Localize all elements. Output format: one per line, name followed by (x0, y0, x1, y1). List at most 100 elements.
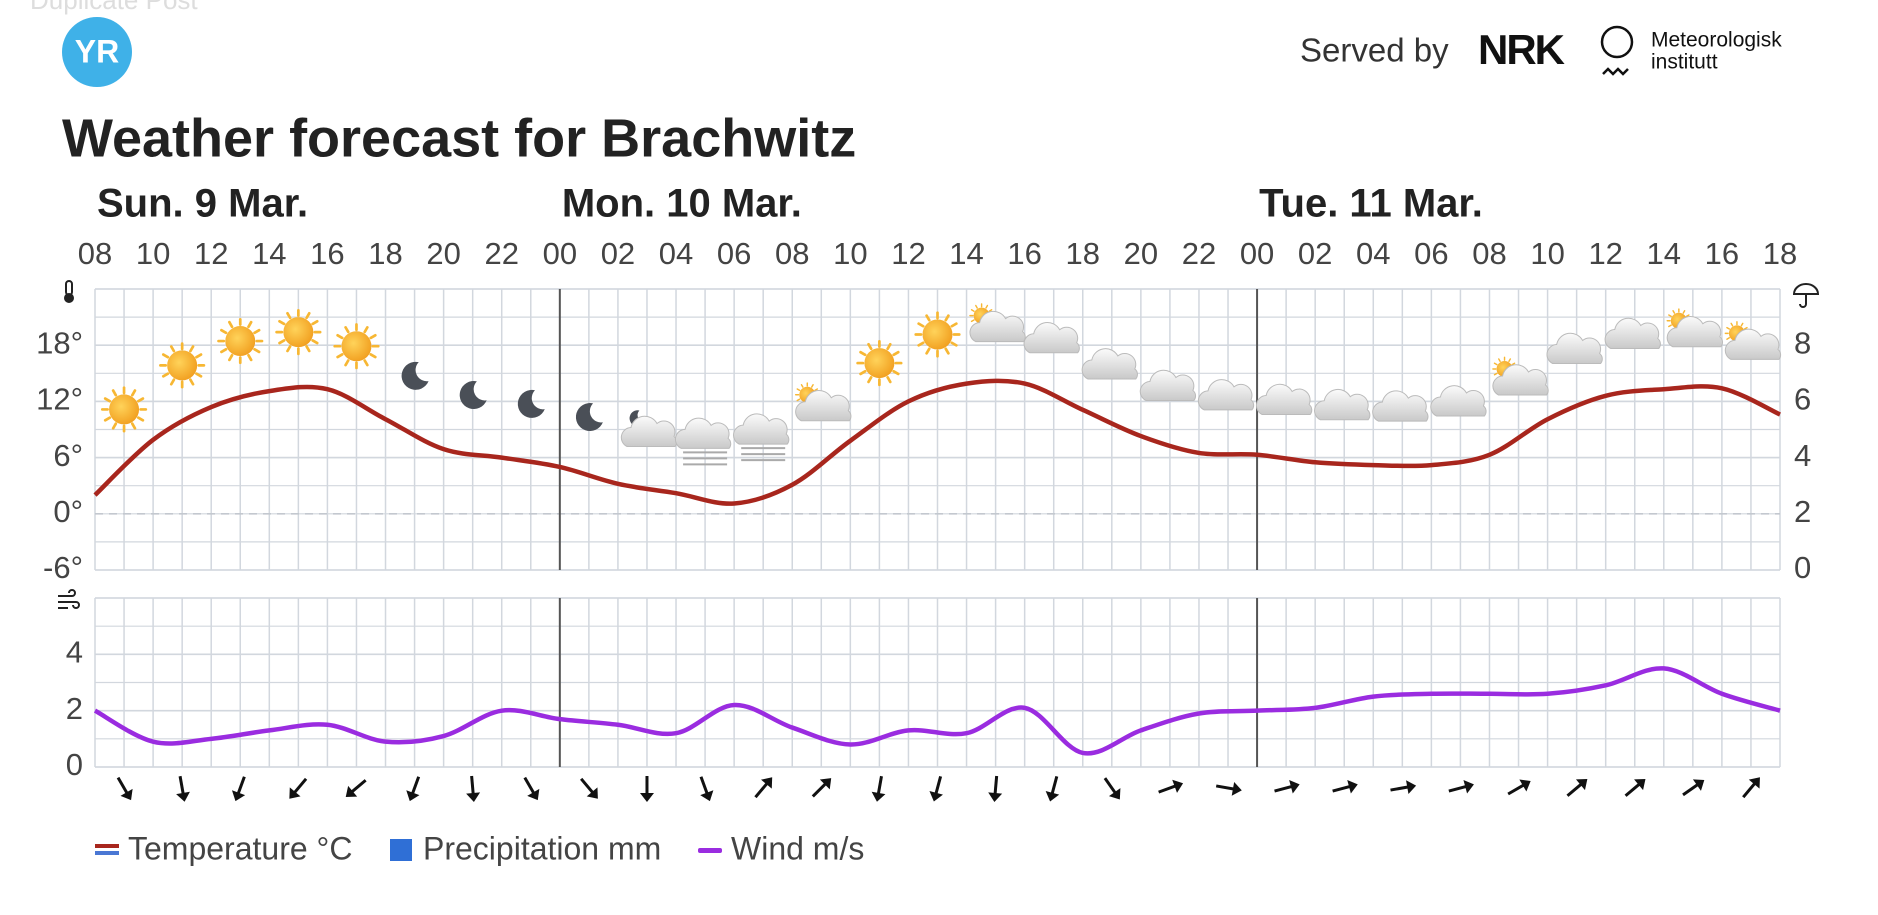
sun-ray (336, 333, 344, 340)
weather-symbol (1604, 317, 1661, 350)
day-label: Tue. 11 Mar. (1259, 182, 1483, 226)
weather-symbol (1430, 385, 1487, 417)
x-tick-label: 10 (136, 236, 170, 271)
y2-tick-label: 8 (1794, 325, 1811, 360)
legend-swatch (698, 848, 722, 853)
weather-symbol (1197, 379, 1255, 411)
arrow-head (988, 792, 1003, 802)
sun-ray (800, 383, 804, 388)
sun-ray (253, 328, 261, 335)
day-label: Mon. 10 Mar. (562, 182, 802, 226)
sun (283, 317, 314, 348)
x-tick-label: 08 (775, 236, 809, 271)
sun-ray (103, 416, 112, 422)
sun-ray (278, 319, 286, 326)
sun-ray (336, 353, 344, 359)
y2-tick-label: 2 (1794, 494, 1811, 529)
wind-arrow (1507, 779, 1531, 796)
arrow-head (871, 791, 886, 802)
arrow-head (1575, 779, 1588, 791)
cloud (1604, 317, 1661, 350)
arrow-head (1634, 779, 1646, 791)
sun-ray (985, 304, 989, 309)
wind-arrow (1742, 777, 1760, 799)
legend-swatch (95, 851, 119, 855)
clipped-text: Duplicate Post (30, 0, 198, 15)
sun-ray (1668, 324, 1672, 328)
sun-ray (1682, 309, 1686, 314)
wind-arrow (1448, 779, 1474, 794)
cloud (1666, 316, 1723, 348)
wind-arrow (639, 776, 654, 802)
sun-ray (988, 309, 993, 312)
umbrella-icon (1792, 283, 1820, 308)
cloud (1492, 364, 1549, 396)
x-tick-label: 20 (1124, 236, 1158, 271)
arrow-head (1406, 780, 1417, 795)
weather-symbol (100, 386, 148, 433)
sun-ray (305, 311, 311, 320)
sun-ray (169, 378, 176, 386)
arrow-head (289, 787, 301, 799)
cloud (733, 413, 790, 445)
sun-ray (1508, 358, 1512, 363)
sun-ray (859, 350, 867, 357)
legend-label: Precipitation mm (423, 830, 661, 866)
y-tick-label: -6° (43, 550, 83, 585)
x-tick-label: 12 (891, 236, 925, 271)
arrow-head (1347, 779, 1358, 794)
cloud (1724, 328, 1782, 360)
sun-ray (944, 347, 950, 355)
sun-ray (189, 378, 195, 386)
sun-ray (1743, 326, 1748, 330)
weather-symbol (1666, 308, 1723, 348)
moon (459, 381, 487, 410)
sun-ray (1740, 322, 1744, 327)
sun-ray (130, 389, 137, 397)
sun-ray (130, 422, 137, 430)
wind-arrow (176, 775, 190, 802)
moon (575, 403, 603, 432)
sun-ray (1730, 322, 1734, 327)
x-tick-label: 18 (1763, 236, 1797, 271)
sun-ray (1511, 362, 1516, 366)
served-by: Served by (1300, 32, 1449, 69)
wind-arrow (289, 777, 308, 799)
sun-ray (970, 319, 975, 323)
weather-symbol (969, 303, 1026, 343)
weather-symbol (1139, 369, 1197, 401)
wind-arrow (345, 779, 367, 797)
arrow-head (1108, 788, 1121, 800)
wind-arrow (1682, 779, 1705, 797)
sun-ray (1672, 309, 1676, 314)
sun-ray (810, 383, 814, 388)
sun-ray (111, 389, 118, 397)
y-tick-label: 0° (53, 494, 83, 529)
met-logo (1600, 25, 1634, 59)
nrk-logo[interactable]: NRK (1478, 26, 1567, 73)
arrow-head (120, 788, 133, 801)
arrow-head (1289, 779, 1300, 794)
x-tick-label: 14 (1647, 236, 1681, 271)
sun (341, 331, 372, 362)
sun-ray (195, 372, 203, 378)
sun-ray (228, 353, 234, 362)
legend-swatch (390, 839, 412, 861)
weather-symbol (794, 382, 852, 422)
weather-symbol (1081, 348, 1138, 380)
sun-ray (917, 322, 925, 328)
yr-logo[interactable] (62, 17, 132, 87)
weather-symbol (1256, 383, 1313, 416)
thermometer-icon (64, 280, 74, 303)
wind-tick-label: 2 (66, 691, 83, 726)
weather-symbol (517, 389, 545, 418)
sun-ray (796, 398, 801, 402)
weather-symbol (1546, 332, 1603, 364)
sun-ray (169, 345, 176, 353)
wind-tick-label: 4 (66, 635, 83, 670)
wind-arrow (988, 775, 1003, 802)
cloud (620, 415, 678, 448)
series-line (93, 378, 1781, 506)
sun-ray (344, 326, 350, 334)
sun-ray (311, 339, 319, 345)
